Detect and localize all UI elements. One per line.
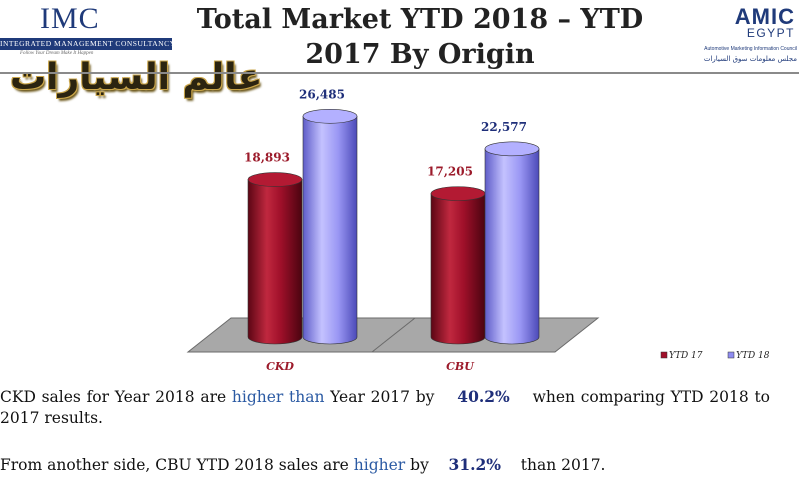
amic-logo-country: EGYPT [746,26,795,40]
category-label-ckd: CKD [266,360,294,373]
amic-logo-arabic: مجلس معلومات سوق السيارات [703,55,797,63]
value-label-ckd-ytd17: 18,893 [244,151,290,165]
ckd-highlight: higher than [231,388,325,406]
cbu-summary-paragraph: From another side, CBU YTD 2018 sales ar… [0,454,770,476]
bar-top-ckd-ytd17 [247,172,303,187]
ckd-growth-percent: 40.2% [457,387,510,406]
bar-cbu-ytd18 [484,148,540,345]
value-label-ckd-ytd18: 26,485 [299,87,345,101]
page-title: Total Market YTD 2018 – YTD 2017 By Orig… [196,4,644,70]
bar-cbu-ytd17 [430,193,486,345]
imc-logo-slogan: Follow Your Dream Make It Happen [20,51,94,56]
cbu-text-start: From another side, CBU YTD 2018 sales ar… [0,456,349,474]
value-label-cbu-ytd17: 17,205 [427,165,473,179]
bar-top-ckd-ytd18 [302,108,358,124]
amic-logo-subtitle: Automotive Marketing Information Council [704,46,797,52]
floor-divider [371,317,416,353]
ckd-text-start: CKD sales for Year 2018 are [0,388,227,406]
cbu-growth-percent: 31.2% [448,455,502,474]
legend-swatch-ytd18 [727,351,735,359]
bar-ckd-ytd18 [302,115,358,345]
bar-ckd-ytd17 [247,179,303,345]
amic-logo-name: AMIC [734,4,795,29]
ckd-summary-paragraph: CKD sales for Year 2018 are higher than … [0,386,770,429]
imc-logo-tagline: INTEGRATED MANAGEMENT CONSULTANCY [0,38,176,50]
cbu-text-mid: by [410,456,429,474]
ckd-text-mid: Year 2017 by [330,388,435,406]
amic-logo: AMIC EGYPT Automotive Marketing Informat… [690,0,799,70]
category-label-cbu: CBU [446,360,475,373]
bar-top-cbu-ytd18 [484,141,540,157]
imc-logo: IMC INTEGRATED MANAGEMENT CONSULTANCY Fo… [0,0,176,62]
cbu-text-end: than 2017. [520,456,606,474]
legend-label-ytd18: YTD 18 [736,351,770,361]
header-divider [0,72,799,74]
value-label-cbu-ytd18: 22,577 [481,120,527,134]
legend-label-ytd17: YTD 17 [669,351,703,361]
ckd-text-end: when comparing YTD 2018 to 2017 results. [0,388,771,427]
legend-swatch-ytd17 [660,351,668,359]
imc-logo-name: IMC [40,2,100,35]
arabic-brand-logo: عالم السيارات [10,57,263,98]
bar-top-cbu-ytd17 [430,186,486,201]
cbu-highlight: higher [353,456,406,474]
